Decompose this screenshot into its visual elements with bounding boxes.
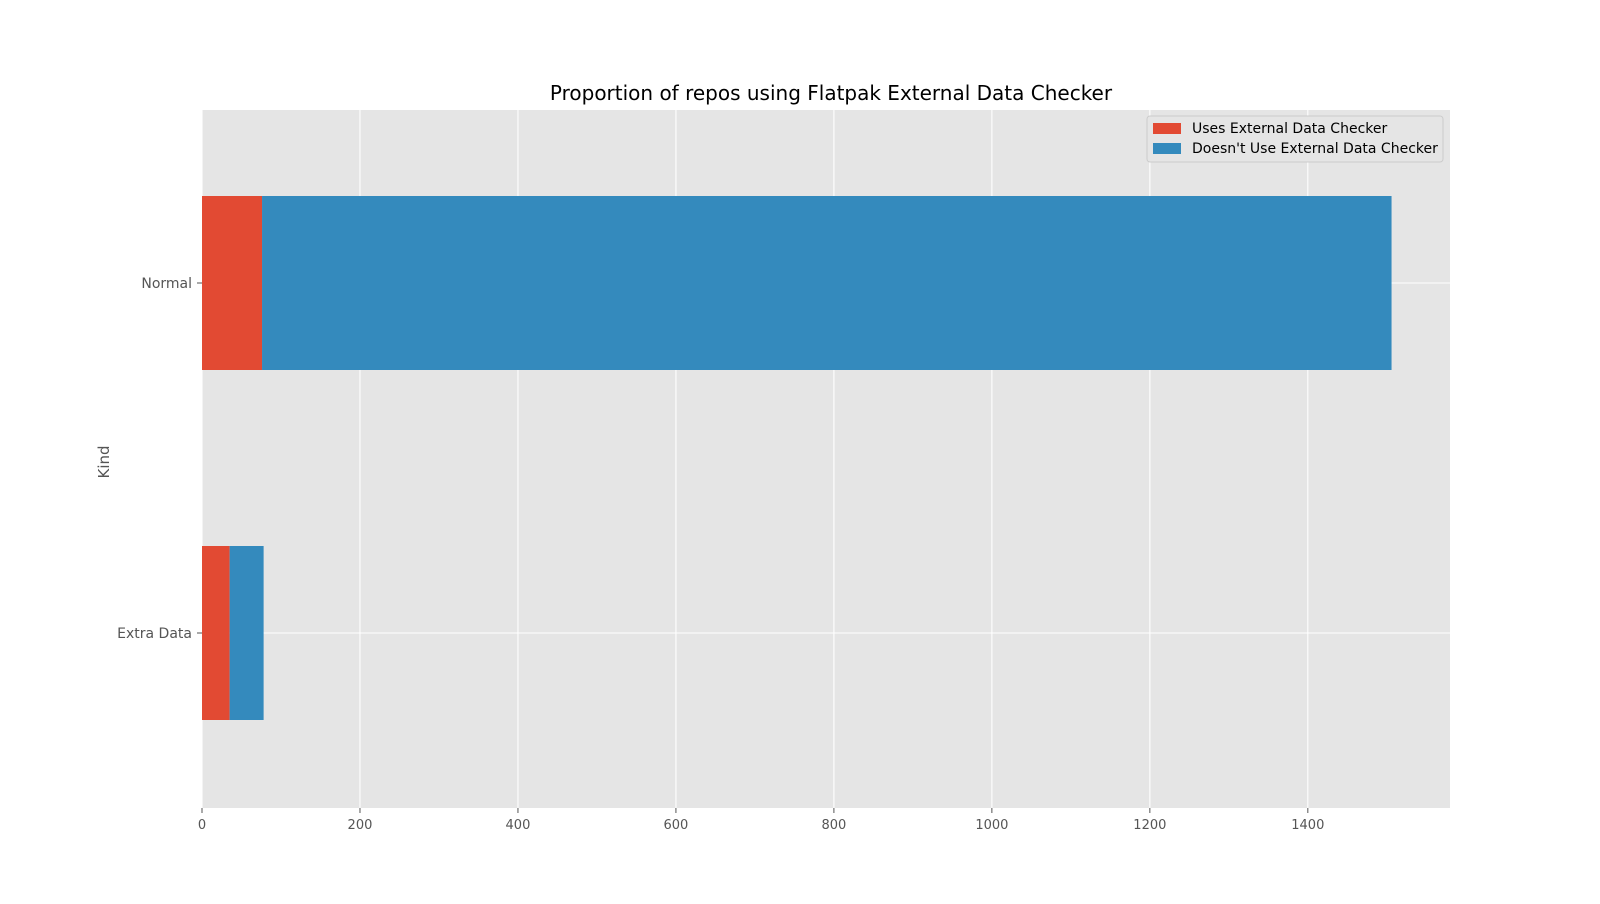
y-axis: Normal Extra Data — [117, 276, 202, 642]
x-tick-label: 800 — [821, 818, 846, 833]
x-tick-label: 400 — [506, 818, 531, 833]
chart-title: Proportion of repos using Flatpak Extern… — [550, 81, 1113, 105]
y-tick-label: Normal — [141, 276, 192, 292]
bar-uses-normal — [202, 196, 263, 370]
legend-label: Doesn't Use External Data Checker — [1192, 141, 1438, 157]
x-tick-label: 200 — [348, 818, 373, 833]
x-tick-label: 600 — [664, 818, 689, 833]
x-tick-label: 1200 — [1133, 818, 1166, 833]
y-axis-label: Kind — [95, 445, 113, 478]
legend-label: Uses External Data Checker — [1192, 121, 1387, 137]
x-axis: 0 200 400 600 800 1000 1200 1400 — [198, 808, 1324, 833]
bars — [202, 196, 1392, 720]
bar-uses-extra-data — [202, 546, 230, 720]
x-tick-label: 0 — [198, 818, 206, 833]
x-tick-label: 1400 — [1291, 818, 1324, 833]
legend-swatch — [1153, 123, 1181, 134]
legend: Uses External Data Checker Doesn't Use Ex… — [1146, 115, 1444, 163]
bar-not-uses-extra-data — [229, 546, 264, 720]
bar-not-uses-normal — [262, 196, 1392, 370]
y-tick-label: Extra Data — [117, 626, 192, 642]
legend-box — [1146, 115, 1444, 163]
legend-swatch — [1153, 143, 1181, 154]
x-tick-label: 1000 — [975, 818, 1008, 833]
